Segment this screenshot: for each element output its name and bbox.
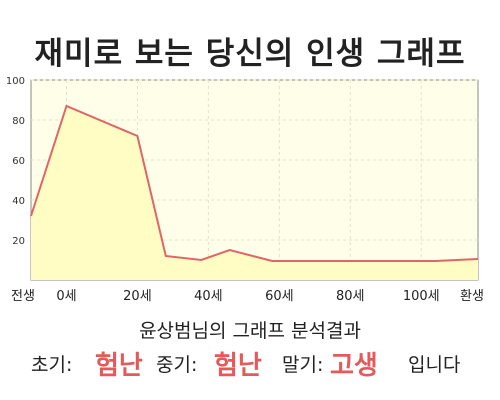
x-tick-label: 80세 (336, 289, 365, 304)
late-value: 고생 (330, 351, 378, 381)
x-tick-label: 20세 (123, 289, 152, 304)
middle-value: 험난 (214, 351, 262, 381)
x-tick-label: 0세 (56, 289, 76, 304)
x-tick-label: 60세 (265, 289, 294, 304)
ending-text: 입니다 (408, 354, 461, 376)
analysis-result: 초기: 험난 중기: 험난 말기: 고생 입니다 (0, 344, 500, 384)
y-tick-label: 100 (6, 76, 25, 87)
y-tick-label: 40 (12, 196, 25, 207)
y-tick-label: 60 (12, 156, 25, 167)
late-label: 말기: (282, 354, 324, 376)
life-area-chart: 20 40 60 80 100 전생 0세 20세 40세 60세 80세 100세 환생 (6, 76, 484, 304)
life-series-line (30, 104, 479, 262)
x-tick-label: 40세 (194, 289, 223, 304)
early-label: 초기: (31, 354, 73, 376)
y-tick-label: 20 (12, 236, 25, 247)
life-area-fill (31, 106, 478, 280)
x-tick-label: 환생 (460, 289, 484, 304)
y-tick-label: 80 (12, 116, 25, 127)
page-title: 재미로 보는 당신의 인생 그래프 (34, 36, 466, 72)
analysis-summary: 윤상범님의 그래프 분석결과 (139, 320, 361, 342)
middle-label: 중기: (156, 354, 198, 376)
early-value: 험난 (95, 351, 143, 381)
x-tick-label: 100세 (403, 289, 440, 304)
x-tick-label: 전생 (11, 289, 35, 304)
